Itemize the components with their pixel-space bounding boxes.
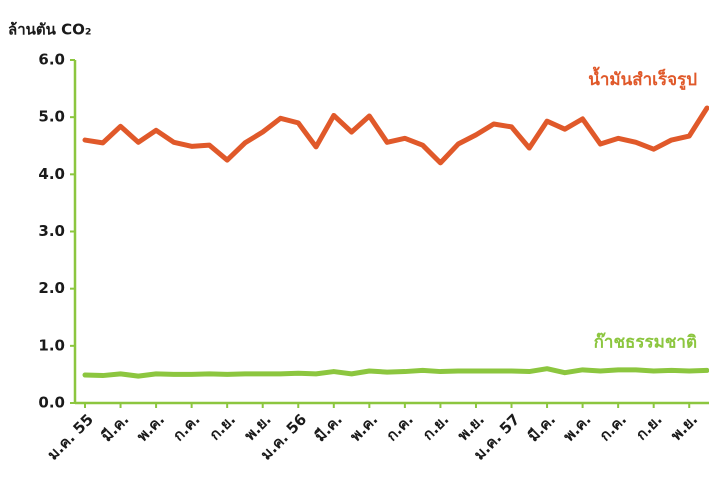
x-tick-label: มี.ค. <box>98 410 133 445</box>
x-tick-label: ก.ย. <box>632 410 665 443</box>
x-tick-label: ก.ค. <box>383 410 417 444</box>
x-tick-label: ก.ค. <box>169 410 203 444</box>
x-tick-label: พ.ค. <box>346 410 381 445</box>
y-tick-label: 0.0 <box>38 394 65 412</box>
x-tick-label: พ.ค. <box>560 410 595 445</box>
y-tick-label: 2.0 <box>38 279 65 297</box>
series-label: ก๊าชธรรมชาติ <box>594 332 697 352</box>
series-line <box>82 366 709 379</box>
y-axis-label: ล้านตัน CO₂ <box>8 21 91 39</box>
x-tick-label: พ.ย. <box>667 410 701 444</box>
y-tick-label: 6.0 <box>38 51 65 69</box>
x-tick-label: ก.ย. <box>206 410 239 443</box>
y-tick-label: 4.0 <box>38 165 65 183</box>
series-label: น้ำมันสำเร็จรูป <box>588 66 697 91</box>
y-tick-label: 5.0 <box>38 108 65 126</box>
y-tick-label: 1.0 <box>38 336 65 354</box>
x-tick-label: มี.ค. <box>311 410 346 445</box>
series-line <box>82 105 709 166</box>
x-tick-label: ม.ค. 55 <box>44 410 97 463</box>
x-tick-label: พ.ค. <box>133 410 168 445</box>
y-tick-label: 3.0 <box>38 222 65 240</box>
x-tick-label: ก.ย. <box>419 410 452 443</box>
x-tick-label: ก.ค. <box>596 410 630 444</box>
x-tick-label: มี.ค. <box>524 410 559 445</box>
